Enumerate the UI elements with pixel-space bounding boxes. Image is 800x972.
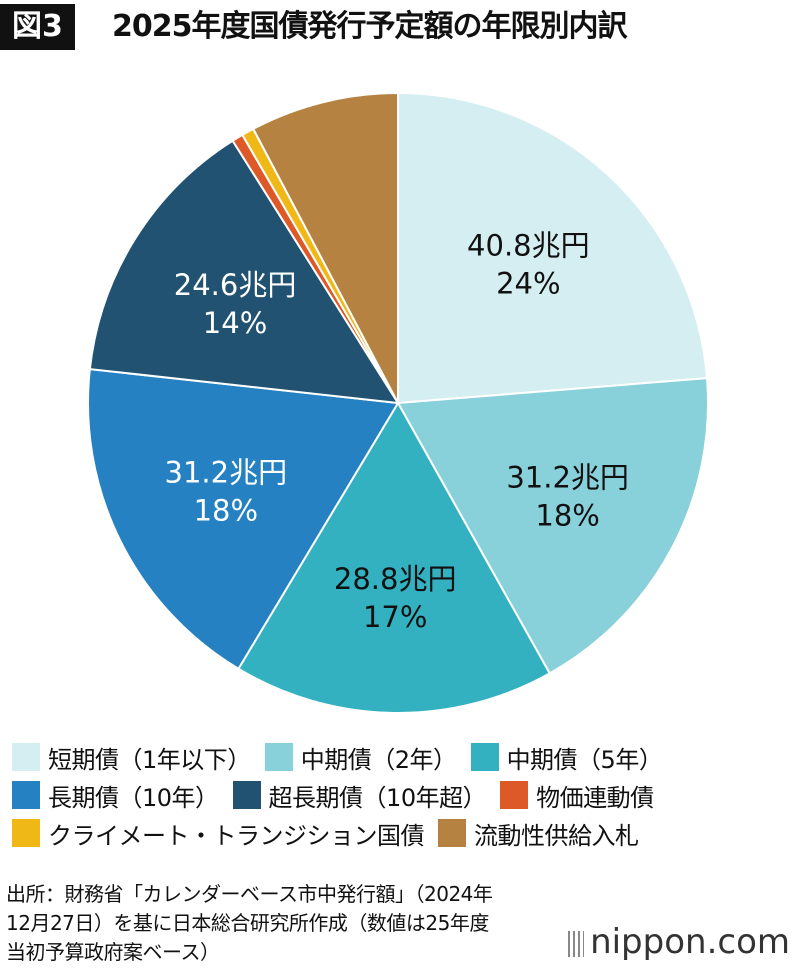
slice-percent-label-4: 14%	[203, 306, 267, 340]
chart-title: 2025年度国債発行予定額の年限別内訳	[112, 9, 627, 44]
slice-value-label-4: 24.6兆円	[174, 268, 297, 302]
legend-swatch-1	[264, 743, 293, 771]
pie-slice-1	[396, 377, 709, 675]
legend-item-1: 中期債（2年）	[264, 740, 457, 775]
figure-badge: 図3	[0, 4, 75, 50]
pie-slice-4	[88, 139, 400, 405]
nippon-logo: nippon.com	[568, 922, 790, 962]
legend-swatch-2	[470, 743, 499, 771]
legend-row-2: クライメート・トランジション国債 流動性供給入札	[12, 814, 800, 852]
legend-swatch-0	[12, 743, 40, 771]
legend-row-1: 長期債（10年） 超長期債（10年超） 物価連動債	[12, 776, 800, 814]
legend-swatch-7	[438, 819, 466, 847]
source-line-2: 当初予算政府案ベース）	[6, 940, 220, 964]
legend-item-7: 流動性供給入札	[438, 816, 639, 851]
pie-slice-2	[237, 401, 552, 714]
pie-slice-7	[251, 91, 399, 404]
legend-label-6: クライメート・トランジション国債	[48, 821, 425, 850]
pie-slice-0	[397, 91, 709, 405]
legend-swatch-6	[12, 819, 40, 847]
legend-label-5: 物価連動債	[536, 783, 654, 812]
source-line-0: 出所：財務省「カレンダーベース市中発行額」（2024年	[6, 882, 493, 906]
legend-label-3: 長期債（10年）	[48, 783, 219, 812]
legend-item-5: 物価連動債	[500, 778, 654, 813]
legend-swatch-5	[500, 781, 529, 809]
pie-slice-3	[87, 367, 400, 671]
slice-value-label-0: 40.8兆円	[467, 229, 590, 263]
legend-item-0: 短期債（1年以下）	[12, 740, 251, 775]
source-line-1: 12月27日）を基に日本総合研究所作成（数値は25年度	[6, 911, 489, 935]
slice-percent-label-3: 18%	[194, 493, 258, 527]
source-note: 出所：財務省「カレンダーベース市中発行額」（2024年 12月27日）を基に日本総…	[6, 880, 566, 967]
legend-item-4: 超長期債（10年超）	[232, 778, 487, 813]
legend-label-1: 中期債（2年）	[300, 745, 457, 774]
pie-chart: 40.8兆円 24% 31.2兆円 18% 28.8兆円 17% 31.2兆円 18% 24.6…	[87, 91, 709, 714]
legend-swatch-3	[12, 781, 40, 809]
slice-value-label-2: 28.8兆円	[334, 562, 457, 596]
slice-percent-label-0: 24%	[496, 267, 560, 301]
legend: 短期債（1年以下） 中期債（2年） 中期債（5年） 長期債（10年） 超長期債（10年超…	[12, 738, 800, 852]
legend-label-2: 中期債（5年）	[506, 745, 663, 774]
logo-text: nippon.com	[590, 922, 790, 962]
slice-value-label-1: 31.2兆円	[506, 460, 629, 494]
legend-item-3: 長期債（10年）	[12, 778, 219, 813]
slice-value-label-3: 31.2兆円	[165, 455, 288, 489]
header: 図3 2025年度国債発行予定額の年限別内訳	[0, 0, 800, 56]
legend-row-0: 短期債（1年以下） 中期債（2年） 中期債（5年）	[12, 738, 800, 776]
slice-percent-label-1: 18%	[535, 498, 599, 532]
logo-bars-icon	[568, 930, 585, 957]
legend-label-7: 流動性供給入札	[474, 821, 639, 850]
legend-item-2: 中期債（5年）	[470, 740, 663, 775]
legend-label-0: 短期債（1年以下）	[48, 745, 251, 774]
legend-swatch-4	[232, 781, 261, 809]
legend-item-6: クライメート・トランジション国債	[12, 816, 425, 851]
slice-percent-label-2: 17%	[363, 600, 427, 634]
legend-label-4: 超長期債（10年超）	[268, 783, 487, 812]
